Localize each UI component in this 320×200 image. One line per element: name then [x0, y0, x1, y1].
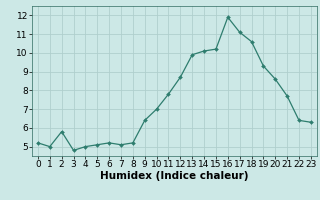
- X-axis label: Humidex (Indice chaleur): Humidex (Indice chaleur): [100, 171, 249, 181]
